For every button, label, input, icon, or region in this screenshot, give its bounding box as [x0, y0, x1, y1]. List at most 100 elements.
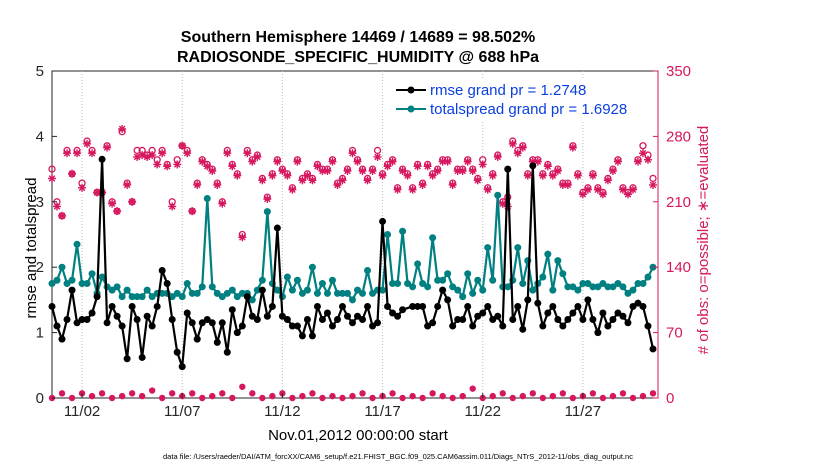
obs-evaluated-marker	[148, 151, 157, 160]
axes-layer: 0 1 2 3 4 5 0 70 140 210 280 350 11/02 11/07 11/12 11/1…	[36, 63, 691, 420]
obs-evaluated-marker	[643, 155, 652, 164]
rmse-point	[253, 316, 261, 324]
rmse-point	[273, 224, 281, 232]
obs-evaluated-marker	[358, 166, 367, 175]
obs-evaluated-marker	[53, 202, 62, 211]
obs-evaluated-marker	[63, 149, 72, 158]
rmse-point	[369, 322, 377, 330]
rmse-point	[469, 322, 477, 330]
obs-low-marker	[219, 390, 226, 397]
rmse-point	[609, 316, 617, 324]
totalspread-point	[173, 289, 181, 297]
rmse-point	[364, 302, 372, 310]
obs-evaluated-marker	[433, 166, 442, 175]
obs-low-marker	[399, 394, 406, 402]
rmse-point	[133, 316, 141, 324]
totalspread-point	[434, 276, 442, 284]
totalspread-point	[584, 280, 592, 288]
rmse-point	[288, 322, 296, 330]
obs-evaluated-marker	[423, 162, 432, 171]
rmse-point	[348, 319, 356, 327]
y-right-tick-label: 210	[666, 194, 691, 211]
rmse-point	[108, 302, 116, 310]
obs-low-marker	[259, 394, 266, 402]
obs-evaluated-marker	[223, 149, 232, 158]
y-left-tick-label: 3	[36, 194, 44, 211]
totalspread-point	[454, 286, 462, 294]
obs-evaluated-marker	[208, 166, 217, 175]
rmse-point	[138, 353, 146, 361]
obs-evaluated-marker	[448, 180, 457, 189]
y-right-tick-label: 70	[666, 325, 683, 342]
totalspread-point	[78, 280, 86, 288]
obs-evaluated-marker	[268, 171, 277, 180]
obs-evaluated-marker	[628, 185, 637, 194]
totalspread-point	[364, 266, 372, 274]
totalspread-point	[554, 257, 562, 265]
totalspread-point	[88, 270, 96, 278]
totalspread-point	[63, 280, 71, 288]
obs-evaluated-marker	[108, 199, 117, 208]
rmse-point	[494, 312, 502, 320]
obs-low-marker	[599, 394, 607, 402]
rmse-point	[78, 316, 86, 324]
obs-evaluated-marker	[568, 143, 577, 152]
totalspread-point	[213, 289, 221, 297]
totalspread-point	[579, 280, 587, 288]
rmse-point	[559, 322, 567, 330]
rmse-point	[374, 319, 382, 327]
totalspread-point	[484, 244, 492, 252]
obs-evaluated-marker	[83, 139, 92, 148]
chart-title-line-2: RADIOSONDE_SPECIFIC_HUMIDITY @ 688 hPa	[177, 49, 539, 66]
totalspread-point	[494, 191, 502, 199]
rmse-point	[183, 309, 191, 317]
obs-evaluated-marker	[498, 199, 507, 208]
totalspread-point	[198, 283, 206, 291]
rmse-point	[414, 302, 422, 310]
obs-evaluated-marker	[198, 157, 207, 166]
obs-evaluated-marker	[123, 180, 132, 189]
rmse-point	[53, 322, 61, 330]
totalspread-point	[609, 283, 617, 291]
rmse-point	[58, 335, 66, 343]
obs-low-marker	[609, 392, 617, 400]
obs-evaluated-marker	[363, 176, 372, 185]
rmse-point	[514, 302, 522, 310]
rmse-point	[459, 316, 467, 324]
rmse-point	[379, 217, 387, 225]
obs-evaluated-marker	[238, 233, 247, 242]
rmse-point	[624, 319, 632, 327]
obs-possible-marker	[48, 165, 56, 173]
obs-evaluated-marker	[88, 149, 97, 158]
obs-evaluated-marker	[78, 183, 87, 192]
chart-title-line-1: Southern Hemisphere 14469 / 14689 = 98.5…	[181, 29, 535, 46]
obs-low-marker	[409, 392, 416, 400]
rmse-point	[534, 299, 542, 307]
obs-evaluated-marker	[248, 157, 257, 166]
obs-low-marker	[289, 394, 296, 402]
obs-evaluated-marker	[523, 171, 532, 180]
totalspread-point	[634, 280, 642, 288]
rmse-point	[48, 302, 56, 310]
obs-low-marker	[429, 390, 436, 397]
totalspread-point	[108, 286, 116, 294]
obs-low-marker	[559, 390, 567, 397]
totalspread-point	[123, 286, 131, 294]
rmse-point	[83, 316, 91, 324]
totalspread-point	[83, 280, 91, 288]
rmse-point	[313, 302, 321, 310]
obs-evaluated-marker	[193, 180, 202, 189]
totalspread-point	[113, 283, 121, 291]
totalspread-point	[589, 283, 597, 291]
obs-evaluated-marker	[463, 157, 472, 166]
rmse-point	[599, 309, 607, 317]
obs-low-marker	[419, 394, 426, 402]
rmse-point	[118, 322, 126, 330]
totalspread-point	[489, 276, 497, 284]
rmse-point	[619, 312, 627, 320]
rmse-point	[243, 293, 251, 301]
rmse-point	[73, 319, 81, 327]
totalspread-point	[283, 273, 291, 281]
rmse-point	[579, 316, 587, 324]
totalspread-point	[218, 293, 226, 301]
